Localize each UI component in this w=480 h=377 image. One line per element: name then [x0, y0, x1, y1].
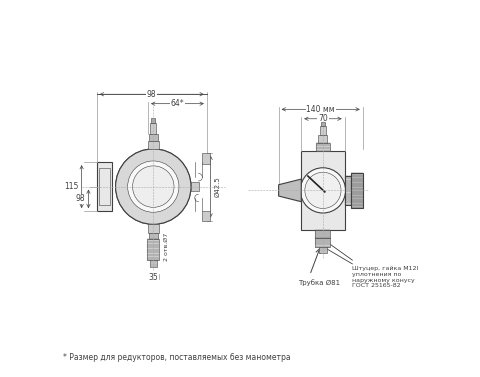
Polygon shape — [279, 179, 301, 202]
Bar — [315, 230, 330, 238]
Bar — [149, 233, 158, 239]
Text: 70: 70 — [318, 114, 328, 123]
Bar — [321, 122, 325, 126]
Bar — [97, 162, 112, 211]
Bar — [151, 118, 155, 123]
Bar — [150, 123, 156, 134]
Text: 98: 98 — [147, 90, 156, 99]
Bar — [191, 182, 199, 191]
Circle shape — [132, 166, 174, 207]
Bar — [301, 151, 345, 230]
Circle shape — [300, 168, 346, 213]
Bar — [147, 239, 159, 260]
Bar — [148, 141, 158, 149]
Text: 140 мм: 140 мм — [306, 105, 335, 114]
Bar — [148, 224, 158, 233]
Text: * Размер для редукторов, поставляемых без манометра: * Размер для редукторов, поставляемых бе… — [63, 353, 290, 362]
Bar — [320, 126, 326, 135]
Text: 98: 98 — [76, 195, 85, 203]
Text: 2 отв.Ø7: 2 отв.Ø7 — [164, 233, 169, 261]
Circle shape — [128, 161, 179, 212]
Circle shape — [305, 172, 341, 208]
Text: 115: 115 — [64, 182, 79, 191]
Bar — [345, 176, 351, 204]
Bar — [319, 247, 327, 253]
Text: Ø42.5: Ø42.5 — [215, 176, 220, 197]
Text: 64*: 64* — [170, 99, 184, 108]
Bar — [150, 260, 156, 267]
Bar — [99, 168, 109, 205]
Bar — [202, 211, 210, 221]
Bar — [351, 173, 363, 207]
Text: Штуцер, гайка М12І
уплотнения по
наружному конусу
ГОСТ 25165-82: Штуцер, гайка М12І уплотнения по наружно… — [352, 266, 419, 288]
Bar — [202, 153, 210, 164]
Bar — [149, 134, 158, 141]
Text: Трубка Ø81: Трубка Ø81 — [299, 279, 341, 286]
Bar — [315, 238, 330, 247]
Bar — [318, 135, 327, 143]
Bar — [316, 143, 330, 151]
Text: 35: 35 — [148, 273, 158, 282]
Circle shape — [116, 149, 191, 224]
Circle shape — [116, 149, 191, 224]
